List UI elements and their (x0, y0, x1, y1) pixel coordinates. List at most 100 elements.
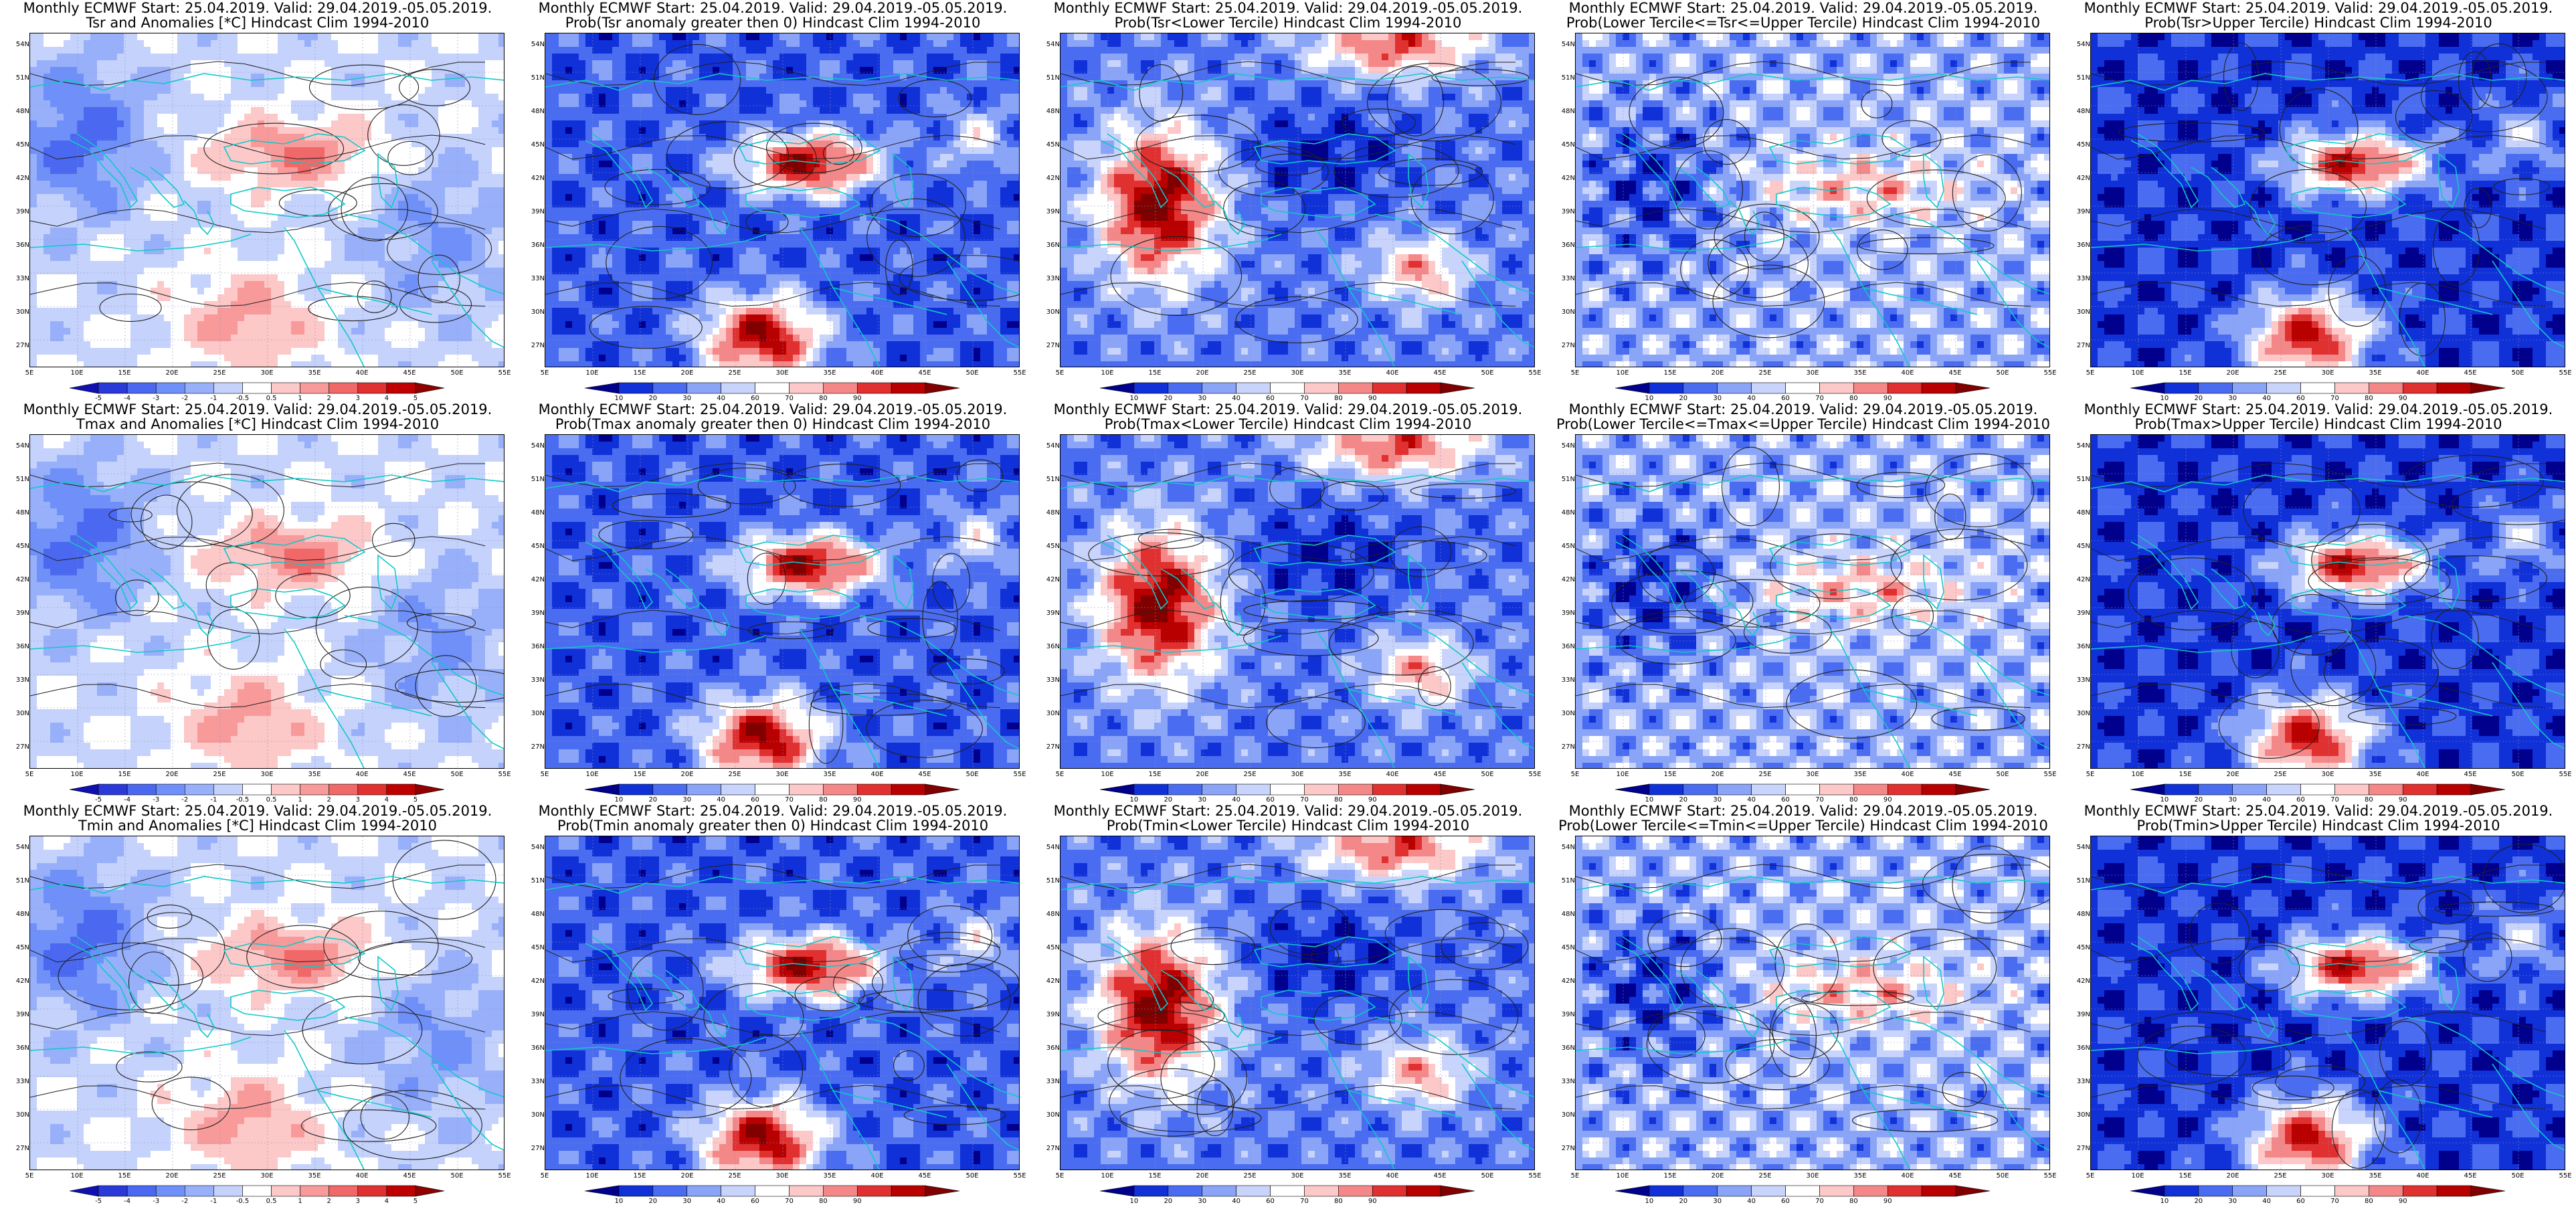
panel-title-variable: Prob(Lower Tercile<=Tmin<=Upper Tercile)… (1546, 818, 2061, 834)
longitude-label: 45E (399, 1172, 420, 1180)
longitude-label: 50E (447, 1172, 467, 1180)
colorbar-swatch (1683, 784, 1718, 795)
colorbar-label: 20 (1158, 1198, 1178, 1205)
colorbar-label: 2 (319, 1198, 339, 1205)
colorbar-swatch (2165, 383, 2199, 393)
colorbar-label: 60 (1261, 1198, 1281, 1205)
colorbar-swatch (1202, 784, 1236, 795)
colorbar (1615, 784, 1990, 795)
longitude-label: 55E (2040, 1172, 2060, 1180)
colorbar-swatch (2130, 383, 2165, 393)
panel-title-variable: Prob(Tmin>Upper Tercile) Hindcast Clim 1… (2061, 818, 2576, 834)
colorbar-swatch (585, 383, 619, 393)
colorbar-swatch (156, 383, 185, 393)
latitude-label: 51N (2074, 74, 2090, 82)
latitude-label: 36N (2074, 643, 2090, 650)
latitude-label: 45N (1044, 543, 1060, 550)
longitude-label: 45E (1945, 369, 1965, 377)
latitude-label: 39N (13, 610, 29, 617)
latitude-label: 30N (1044, 710, 1060, 717)
longitude-label: 5E (1565, 771, 1585, 778)
colorbar-swatch (1100, 1186, 1134, 1196)
latitude-label: 42N (529, 576, 545, 583)
colorbar-swatch (925, 1186, 959, 1196)
colorbar-swatch (387, 784, 416, 795)
colorbar (1615, 383, 1990, 393)
latitude-label: 27N (13, 743, 29, 751)
longitude-label: 5E (19, 1172, 39, 1180)
colorbar-swatch (1441, 383, 1475, 393)
longitude-label: 30E (1287, 771, 1307, 778)
colorbar-swatch (1202, 1186, 1236, 1196)
colorbar-swatch (2403, 383, 2437, 393)
colorbar-swatch (1168, 1186, 1202, 1196)
latitude-label: 45N (529, 543, 545, 550)
colorbar-swatch (213, 1186, 242, 1196)
longitude-label: 50E (1993, 1172, 2013, 1180)
latitude-label: 33N (1044, 676, 1060, 684)
longitude-label: 25E (1240, 1172, 1260, 1180)
latitude-label: 30N (2074, 710, 2090, 717)
longitude-label: 30E (2318, 369, 2338, 377)
colorbar-swatch (891, 1186, 925, 1196)
longitude-label: 45E (1945, 1172, 1965, 1180)
longitude-label: 25E (725, 369, 745, 377)
panel-title-header: Monthly ECMWF Start: 25.04.2019. Valid: … (1546, 803, 2061, 819)
latitude-label: 45N (2074, 141, 2090, 149)
colorbar-swatch (925, 784, 959, 795)
colorbar-swatch (2334, 784, 2369, 795)
longitude-label: 35E (2365, 771, 2385, 778)
panel-title-variable: Tmin and Anomalies [*C] Hindcast Clim 19… (0, 818, 515, 834)
colorbar-swatch (1786, 383, 1820, 393)
colorbar-label: 70 (779, 1198, 799, 1205)
panel-title-header: Monthly ECMWF Start: 25.04.2019. Valid: … (0, 0, 515, 16)
latitude-label: 51N (1559, 877, 1575, 885)
longitude-label: 5E (1565, 1172, 1585, 1180)
latitude-label: 36N (2074, 242, 2090, 249)
longitude-label: 55E (1525, 1172, 1545, 1180)
panel-title-header: Monthly ECMWF Start: 25.04.2019. Valid: … (515, 401, 1030, 418)
colorbar-swatch (329, 383, 358, 393)
longitude-label: 15E (1145, 771, 1165, 778)
colorbar-label: 90 (2393, 1198, 2413, 1205)
longitude-label: 20E (162, 1172, 182, 1180)
colorbar-label: 40 (711, 1198, 731, 1205)
colorbar-swatch (755, 784, 790, 795)
colorbar-swatch (98, 1186, 127, 1196)
panel-title-variable: Prob(Tsr>Upper Tercile) Hindcast Clim 19… (2061, 15, 2576, 31)
latitude-label: 33N (13, 275, 29, 282)
longitude-label: 25E (209, 369, 229, 377)
longitude-label: 15E (2175, 771, 2195, 778)
colorbar-label: 70 (2324, 1198, 2344, 1205)
colorbar (1615, 1186, 1990, 1196)
colorbar-swatch (1304, 1186, 1338, 1196)
map-panel-tsr-pmid: Monthly ECMWF Start: 25.04.2019. Valid: … (1546, 0, 2061, 401)
longitude-label: 30E (1803, 771, 1823, 778)
longitude-label: 5E (1565, 369, 1585, 377)
latitude-label: 51N (1044, 476, 1060, 483)
colorbar-label: 70 (1809, 1198, 1829, 1205)
colorbar-swatch (127, 1186, 156, 1196)
colorbar (70, 1186, 444, 1196)
latitude-label: 39N (1559, 610, 1575, 617)
latitude-label: 36N (529, 1044, 545, 1052)
longitude-label: 20E (1192, 771, 1212, 778)
colorbar-swatch (1338, 784, 1372, 795)
longitude-label: 20E (1192, 369, 1212, 377)
colorbar-swatch (272, 784, 300, 795)
latitude-label: 30N (1559, 308, 1575, 316)
latitude-label: 51N (1559, 476, 1575, 483)
longitude-label: 35E (2365, 1172, 2385, 1180)
longitude-label: 10E (2128, 369, 2148, 377)
longitude-label: 20E (1708, 771, 1728, 778)
longitude-label: 55E (1525, 771, 1545, 778)
colorbar-label: 60 (745, 1198, 765, 1205)
colorbar-swatch (619, 383, 653, 393)
colorbar-swatch (857, 784, 891, 795)
longitude-label: 25E (2270, 771, 2290, 778)
latitude-label: 39N (1044, 1011, 1060, 1018)
longitude-label: 50E (962, 771, 982, 778)
map-panel-tmin-pgt: Monthly ECMWF Start: 25.04.2019. Valid: … (515, 803, 1030, 1204)
longitude-label: 10E (1097, 369, 1117, 377)
